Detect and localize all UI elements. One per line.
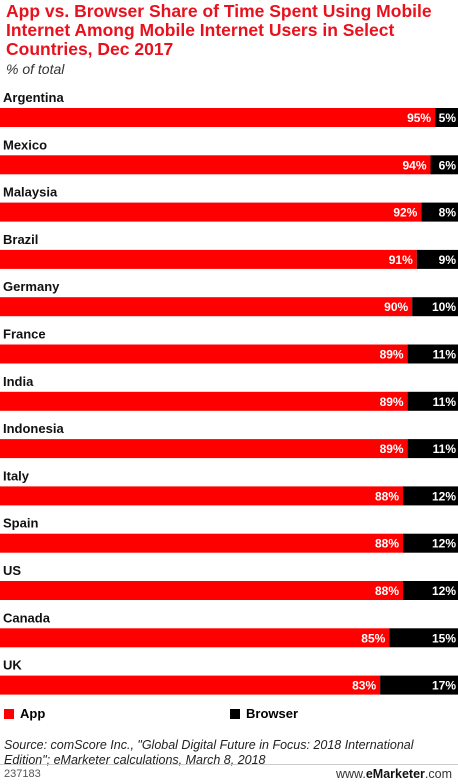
- value-label-app-france: 89%: [380, 348, 404, 362]
- bar-app-germany: [0, 297, 413, 317]
- value-label-app-germany: 90%: [384, 300, 408, 314]
- value-label-browser-canada: 15%: [432, 631, 456, 645]
- category-label-malaysia: Malaysia: [3, 185, 58, 200]
- footer-divider: [0, 764, 458, 765]
- value-label-app-spain: 88%: [375, 537, 399, 551]
- value-label-app-us: 88%: [375, 584, 399, 598]
- bar-app-canada: [0, 628, 390, 648]
- value-label-browser-mexico: 6%: [439, 158, 457, 172]
- value-label-browser-italy: 12%: [432, 489, 456, 503]
- bar-browser-france: [407, 344, 458, 364]
- bar-browser-india: [407, 391, 458, 411]
- value-label-app-canada: 85%: [361, 631, 385, 645]
- chart-subtitle: % of total: [6, 61, 65, 77]
- value-label-app-argentina: 95%: [407, 111, 431, 125]
- category-label-spain: Spain: [3, 516, 38, 531]
- bar-app-italy: [0, 486, 404, 506]
- bar-browser-mexico: [430, 155, 458, 175]
- bar-browser-brazil: [416, 249, 458, 269]
- brand-prefix: www.: [335, 767, 366, 781]
- category-label-canada: Canada: [3, 610, 51, 625]
- value-label-browser-brazil: 9%: [439, 253, 457, 267]
- value-label-browser-india: 11%: [433, 395, 457, 409]
- value-label-browser-indonesia: 11%: [433, 442, 457, 456]
- bar-browser-canada: [389, 628, 458, 648]
- category-label-uk: UK: [3, 658, 22, 673]
- bar-app-spain: [0, 533, 404, 553]
- bar-browser-uk: [380, 675, 458, 695]
- bar-chart: Argentina 95% 5% Mexico 94% 6% Malaysia 92% 8% Br…: [0, 90, 458, 695]
- legend-label-browser: Browser: [246, 706, 299, 721]
- value-label-app-uk: 83%: [352, 679, 376, 693]
- legend: App Browser: [0, 706, 458, 726]
- bar-app-france: [0, 344, 408, 364]
- bar-app-indonesia: [0, 439, 408, 459]
- bar-browser-malaysia: [421, 202, 458, 222]
- legend-swatch-app: [4, 708, 14, 719]
- value-label-browser-germany: 10%: [432, 300, 456, 314]
- legend-swatch-browser: [230, 708, 240, 719]
- brand-name: eMarketer: [365, 767, 425, 781]
- category-label-india: India: [3, 374, 34, 389]
- source-note: Source: comScore Inc., "Global Digital F…: [4, 738, 414, 767]
- value-label-app-brazil: 91%: [389, 253, 413, 267]
- value-label-browser-us: 12%: [432, 584, 456, 598]
- bar-browser-us: [403, 581, 458, 600]
- value-label-browser-argentina: 5%: [439, 111, 457, 125]
- bar-app-us: [0, 581, 404, 600]
- value-label-app-mexico: 94%: [402, 158, 426, 172]
- value-label-browser-malaysia: 8%: [439, 206, 457, 220]
- value-label-app-india: 89%: [380, 395, 404, 409]
- bar-app-mexico: [0, 155, 431, 175]
- bar-browser-indonesia: [407, 439, 458, 459]
- legend-item-app: App: [4, 706, 45, 721]
- chart-title: App vs. Browser Share of Time Spent Usin…: [6, 1, 432, 59]
- chart-id: 237183: [4, 768, 41, 780]
- value-label-browser-spain: 12%: [432, 537, 456, 551]
- bar-browser-italy: [403, 486, 458, 506]
- category-label-germany: Germany: [3, 279, 60, 294]
- bar-browser-argentina: [435, 108, 458, 127]
- category-label-indonesia: Indonesia: [3, 421, 64, 436]
- legend-item-browser: Browser: [230, 706, 298, 721]
- value-label-browser-uk: 17%: [432, 679, 456, 693]
- value-label-app-malaysia: 92%: [393, 206, 417, 220]
- bar-app-malaysia: [0, 202, 422, 222]
- value-label-app-italy: 88%: [375, 489, 399, 503]
- brand-logo: www.eMarketer.com: [336, 767, 452, 781]
- bar-app-uk: [0, 675, 381, 695]
- bar-app-argentina: [0, 108, 436, 127]
- bar-app-brazil: [0, 249, 417, 269]
- footer: 237183 www.eMarketer.com: [0, 764, 458, 784]
- category-label-us: US: [3, 563, 21, 578]
- legend-label-app: App: [20, 706, 46, 721]
- category-label-italy: Italy: [3, 468, 30, 483]
- category-label-france: France: [3, 327, 46, 342]
- bar-app-india: [0, 391, 408, 411]
- category-label-mexico: Mexico: [3, 137, 47, 152]
- bar-browser-spain: [403, 533, 458, 553]
- category-label-argentina: Argentina: [3, 90, 64, 105]
- value-label-browser-france: 11%: [433, 348, 457, 362]
- value-label-app-indonesia: 89%: [380, 442, 404, 456]
- category-label-brazil: Brazil: [3, 232, 38, 247]
- bar-browser-germany: [412, 297, 458, 317]
- brand-suffix: .com: [424, 767, 452, 781]
